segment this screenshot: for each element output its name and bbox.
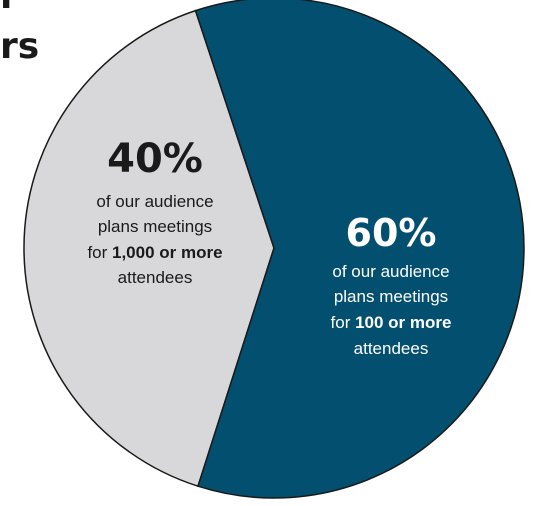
desc-line1-60: of our audience — [332, 262, 449, 281]
desc-line4-40: attendees — [118, 268, 193, 287]
desc-line3-40: for 1,000 or more — [87, 243, 222, 262]
percent-label-60: 60% — [346, 211, 437, 255]
percent-label-40: 40% — [107, 136, 203, 182]
desc-line2-60: plans meetings — [334, 287, 448, 306]
title-fragment-bottom: rs — [0, 26, 40, 67]
desc-line3-bold-40: 1,000 or more — [112, 243, 223, 262]
desc-line3-bold-60: 100 or more — [355, 313, 451, 332]
desc-line1-40: of our audience — [96, 192, 213, 211]
desc-line3-prefix-40: for — [87, 243, 112, 262]
desc-line2-40: plans meetings — [98, 217, 212, 236]
slice-label-60: 60% of our audience plans meetings for 1… — [331, 211, 452, 358]
desc-line3-60: for 100 or more — [331, 313, 452, 332]
pie-slice-60 — [194, 0, 525, 499]
pie-slice-40 — [23, 9, 275, 488]
desc-line4-60: attendees — [354, 339, 429, 358]
desc-line3-prefix-60: for — [331, 313, 356, 332]
slice-label-40: 40% of our audience plans meetings for 1… — [87, 136, 222, 287]
title-fragment-top: r — [0, 0, 18, 17]
